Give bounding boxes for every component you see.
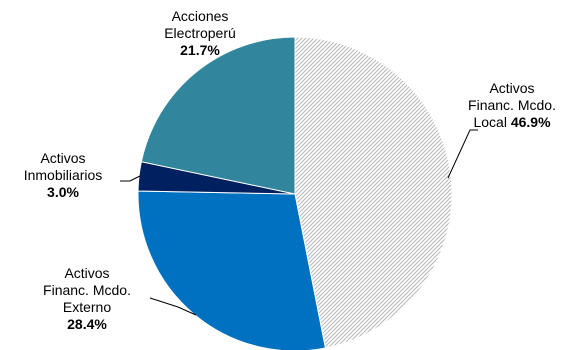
slice-label-local-name: Local — [473, 114, 507, 130]
slice-value-electroperu: 21.7% — [180, 42, 220, 58]
leader-line-inmobiliarios — [120, 175, 141, 182]
slice-label-externo-line-3: Externo — [62, 299, 112, 315]
slice-label-electroperu: Acciones Electroperú 21.7% — [140, 8, 260, 59]
leader-line-externo — [149, 297, 197, 316]
slice-label-electroperu-line-1: Acciones — [171, 8, 229, 24]
pie-slice-externo — [137, 190, 326, 350]
pie-slice-electroperu — [140, 36, 296, 195]
slice-label-inmobiliarios-line-2: Inmobiliarios — [23, 167, 103, 183]
slice-label-local-line-1: Activos — [489, 80, 535, 96]
slice-value-local: 46.9% — [510, 114, 551, 130]
slice-label-externo-line-2: Financ. Mcdo. — [43, 282, 131, 298]
slice-label-local-line-3: Local 46.9% — [452, 114, 572, 131]
leader-lines — [120, 129, 478, 316]
pie-slices — [137, 36, 453, 350]
slice-label-inmobiliarios: Activos Inmobiliarios 3.0% — [8, 150, 118, 201]
slice-value-inmobiliarios: 3.0% — [47, 184, 79, 200]
slice-label-externo: Activos Financ. Mcdo. Externo 28.4% — [22, 265, 152, 333]
slice-label-local: Activos Financ. Mcdo. Local 46.9% — [452, 80, 572, 131]
leader-line-local — [447, 129, 478, 179]
slice-label-electroperu-line-2: Electroperú — [164, 25, 236, 41]
pie-slice-local — [294, 36, 453, 349]
slice-value-externo: 28.4% — [67, 316, 107, 332]
slice-label-inmobiliarios-line-1: Activos — [40, 150, 86, 166]
slice-label-externo-line-1: Activos — [64, 265, 110, 281]
slice-label-local-line-2: Financ. Mcdo. — [468, 97, 556, 113]
